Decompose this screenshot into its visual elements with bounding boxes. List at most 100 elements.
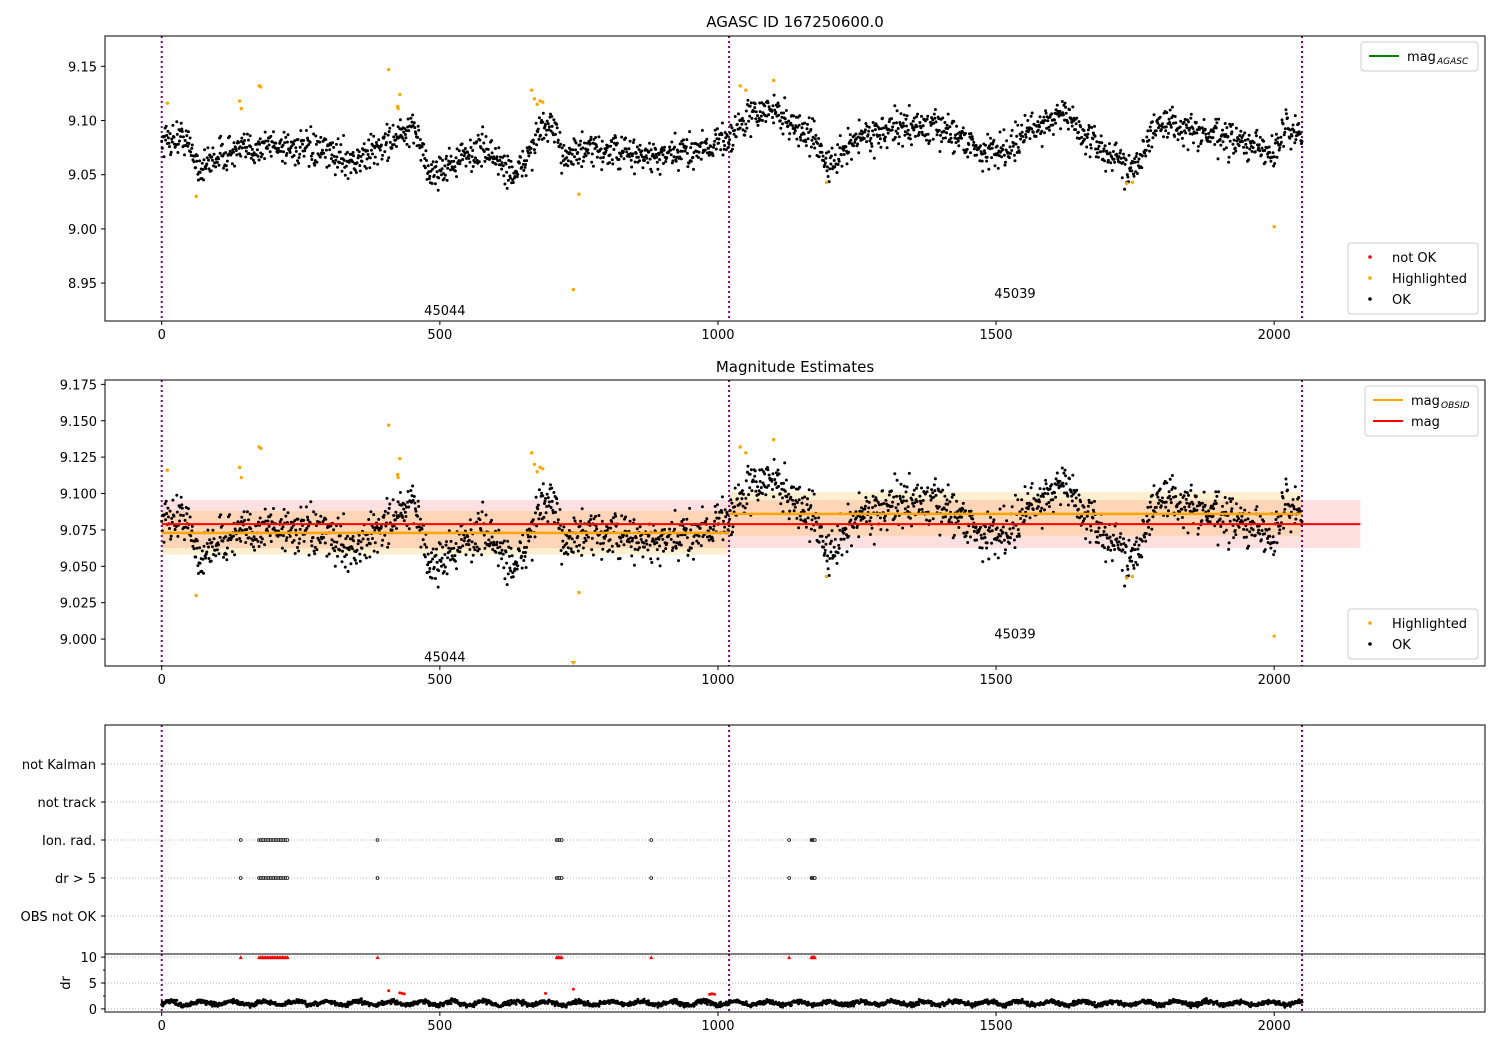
ok-point bbox=[620, 135, 624, 139]
ok-point bbox=[298, 152, 302, 156]
ok-point bbox=[469, 528, 473, 532]
ok-point bbox=[827, 574, 831, 577]
ok-point bbox=[1188, 126, 1192, 130]
ok-point bbox=[589, 514, 593, 518]
ok-point bbox=[557, 145, 561, 149]
ok-point bbox=[650, 561, 654, 564]
ok-point bbox=[711, 539, 715, 543]
ok-point bbox=[654, 537, 658, 541]
ok-point bbox=[983, 536, 987, 539]
ok-point bbox=[1147, 138, 1151, 142]
highlighted-point bbox=[529, 88, 534, 92]
ok-point bbox=[995, 526, 999, 530]
ok-point bbox=[630, 554, 634, 558]
highlighted-point bbox=[577, 192, 581, 196]
ok-point bbox=[717, 137, 721, 141]
ok-point bbox=[658, 564, 662, 568]
ok-point bbox=[926, 114, 930, 118]
ok-point bbox=[886, 131, 890, 135]
ok-point bbox=[470, 540, 474, 544]
ok-point bbox=[1145, 135, 1149, 139]
ok-point bbox=[902, 499, 906, 503]
ok-point bbox=[621, 150, 625, 154]
ok-point bbox=[1208, 520, 1212, 524]
ok-point bbox=[332, 528, 336, 532]
ok-point bbox=[196, 178, 200, 182]
ok-point bbox=[1024, 133, 1028, 136]
ok-point bbox=[685, 517, 689, 521]
ok-point bbox=[525, 545, 529, 549]
ok-point bbox=[901, 526, 905, 530]
ok-point bbox=[162, 155, 166, 159]
ok-point bbox=[1088, 540, 1092, 544]
ok-point bbox=[431, 160, 435, 164]
ok-point bbox=[581, 546, 585, 550]
ok-point bbox=[440, 564, 443, 568]
ok-point bbox=[1095, 535, 1099, 539]
ok-point bbox=[1300, 139, 1304, 143]
ok-point bbox=[537, 116, 541, 120]
ok-point bbox=[1292, 507, 1296, 511]
ok-point bbox=[215, 160, 219, 164]
ok-point bbox=[1093, 499, 1096, 503]
ok-point bbox=[1089, 524, 1093, 528]
ok-point bbox=[833, 537, 837, 541]
ok-point bbox=[576, 161, 580, 165]
ok-point bbox=[213, 548, 217, 552]
ok-point bbox=[1051, 123, 1055, 127]
ok-point bbox=[829, 162, 833, 166]
ok-point bbox=[1195, 131, 1199, 135]
ok-point bbox=[789, 121, 793, 125]
flag-point bbox=[812, 876, 817, 880]
ok-point bbox=[494, 162, 498, 166]
ok-point bbox=[1144, 148, 1148, 152]
ok-point bbox=[181, 514, 185, 517]
ok-point bbox=[788, 132, 792, 136]
ok-point bbox=[901, 121, 905, 125]
ok-point bbox=[678, 540, 682, 544]
ok-point bbox=[1054, 477, 1058, 481]
ok-point bbox=[359, 155, 363, 158]
ok-point bbox=[1066, 127, 1070, 131]
ok-point bbox=[852, 144, 856, 148]
ok-point bbox=[1224, 133, 1228, 136]
ok-point bbox=[1063, 491, 1066, 495]
ok-point bbox=[1027, 504, 1031, 508]
ok-point bbox=[1234, 126, 1238, 130]
ok-point bbox=[940, 140, 944, 144]
ok-point bbox=[1064, 111, 1068, 115]
ok-point bbox=[284, 539, 288, 542]
ok-point bbox=[208, 538, 212, 542]
ok-point bbox=[1247, 133, 1251, 137]
ok-point bbox=[272, 507, 275, 510]
ok-point bbox=[1120, 176, 1124, 180]
ok-point bbox=[885, 146, 889, 150]
ok-point bbox=[533, 151, 537, 155]
dr-point bbox=[248, 1005, 252, 1009]
ok-point bbox=[466, 535, 470, 538]
ok-point bbox=[611, 516, 615, 520]
ok-point bbox=[794, 499, 798, 502]
ok-point bbox=[536, 507, 540, 511]
ok-point bbox=[296, 546, 299, 549]
ok-point bbox=[555, 122, 559, 126]
ok-point bbox=[615, 141, 619, 145]
ok-point bbox=[552, 140, 556, 144]
ok-point bbox=[1252, 141, 1256, 145]
ok-point bbox=[202, 544, 206, 548]
ok-point bbox=[824, 542, 828, 546]
ok-point bbox=[445, 540, 448, 544]
ok-point bbox=[595, 541, 599, 545]
ok-point bbox=[561, 154, 565, 158]
ok-point bbox=[855, 516, 858, 520]
ok-point bbox=[749, 135, 753, 139]
dr-point bbox=[423, 1001, 427, 1005]
ok-point bbox=[987, 526, 991, 530]
ok-point bbox=[195, 154, 199, 158]
ok-point bbox=[684, 145, 688, 149]
ok-point bbox=[225, 159, 229, 163]
dr-point bbox=[395, 999, 399, 1003]
ok-point bbox=[1094, 530, 1098, 534]
ok-point bbox=[1160, 496, 1164, 500]
ok-point bbox=[1159, 128, 1163, 132]
